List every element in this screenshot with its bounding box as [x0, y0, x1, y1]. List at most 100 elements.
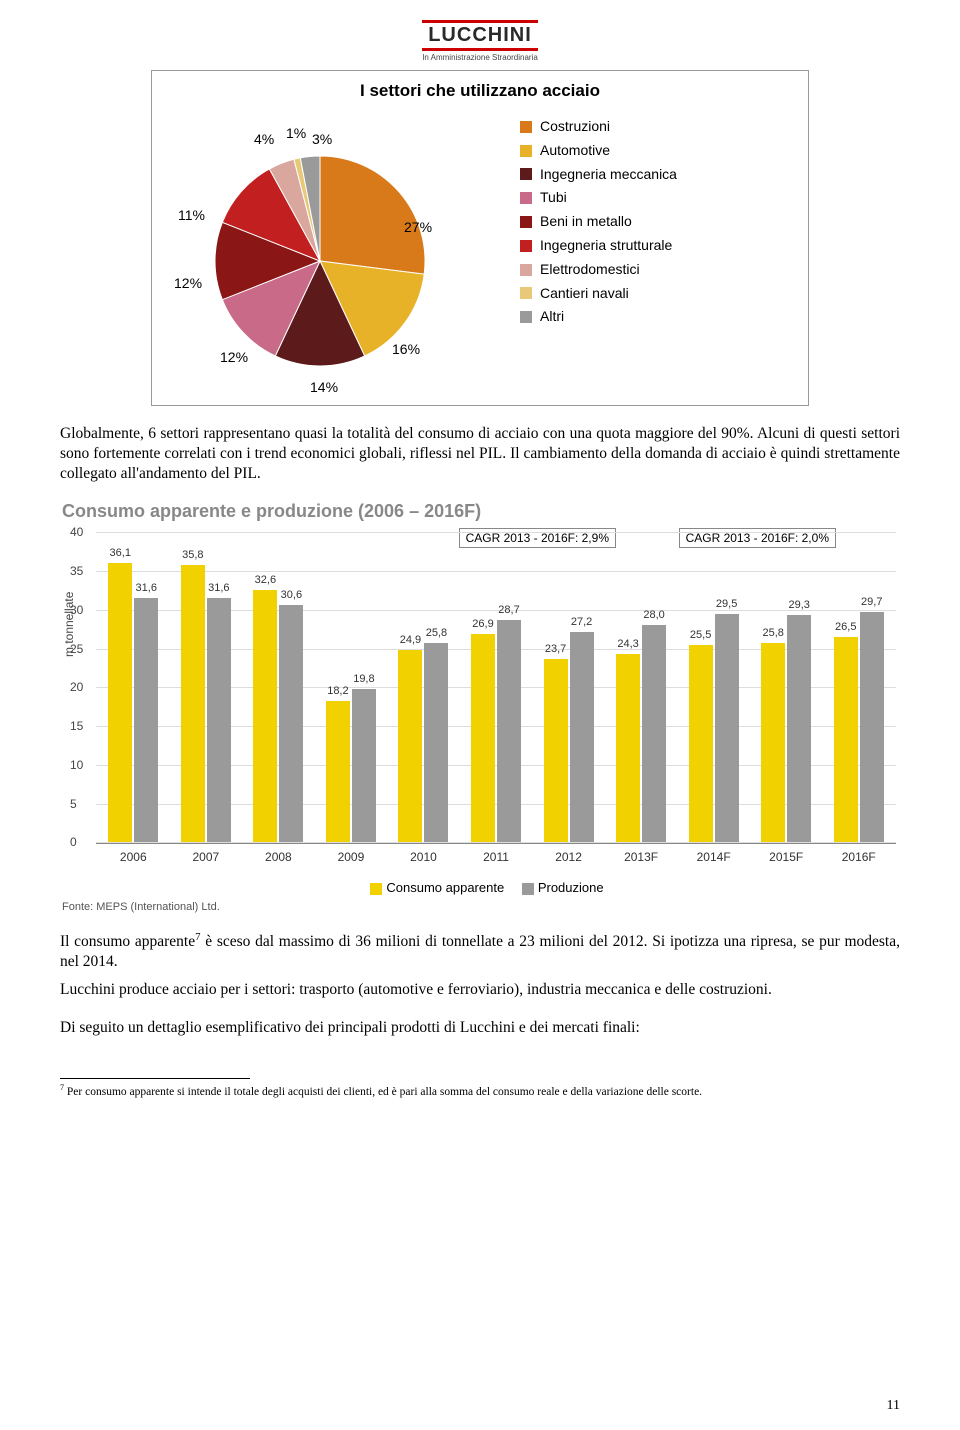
x-tick: 2011 — [465, 850, 528, 864]
pie-pct-label: 27% — [404, 219, 432, 235]
legend-label: Ingegneria meccanica — [540, 163, 677, 187]
bar-value-label: 35,8 — [182, 549, 203, 561]
bar-value-label: 19,8 — [353, 673, 374, 685]
bar-value-label: 24,9 — [400, 634, 421, 646]
bar-chart-title: Consumo apparente e produzione (2006 – 2… — [62, 501, 900, 522]
y-tick: 5 — [70, 797, 77, 811]
x-tick: 2014F — [682, 850, 745, 864]
bar-value-label: 25,8 — [426, 627, 447, 639]
legend-swatch-consumo — [370, 883, 382, 895]
x-tick: 2009 — [320, 850, 383, 864]
bar-value-label: 26,9 — [472, 618, 493, 630]
x-tick: 2008 — [247, 850, 310, 864]
pie-pct-label: 3% — [312, 131, 332, 147]
bar-value-label: 18,2 — [327, 685, 348, 697]
legend-label: Costruzioni — [540, 115, 610, 139]
footnote-rule — [60, 1078, 250, 1079]
legend-label: Altri — [540, 305, 564, 329]
pie-pct-label: 4% — [254, 131, 274, 147]
legend-label: Tubi — [540, 186, 567, 210]
legend-swatch — [520, 311, 532, 323]
pie-pct-label: 12% — [174, 275, 202, 291]
bar-value-label: 23,7 — [545, 643, 566, 655]
legend-item: Automotive — [520, 139, 677, 163]
legend-swatch-produzione — [522, 883, 534, 895]
y-tick: 20 — [70, 680, 83, 694]
legend-item: Altri — [520, 305, 677, 329]
bar-produzione: 25,8 — [424, 643, 448, 843]
legend-swatch — [520, 240, 532, 252]
bar-value-label: 25,5 — [690, 629, 711, 641]
y-tick: 10 — [70, 758, 83, 772]
legend-label-consumo: Consumo apparente — [386, 880, 504, 895]
legend-item: Elettrodomestici — [520, 258, 677, 282]
paragraph-3: Lucchini produce acciaio per i settori: … — [60, 980, 900, 1000]
x-tick: 2013F — [610, 850, 673, 864]
legend-swatch — [520, 264, 532, 276]
legend-label: Elettrodomestici — [540, 258, 640, 282]
pie-pct-label: 11% — [178, 207, 205, 223]
y-tick: 0 — [70, 835, 77, 849]
legend-item: Ingegneria strutturale — [520, 234, 677, 258]
bar-chart: m tonnellate CAGR 2013 - 2016F: 2,9% CAG… — [96, 532, 896, 844]
y-tick: 35 — [70, 564, 83, 578]
x-tick: 2010 — [392, 850, 455, 864]
bar-consumo: 24,9 — [398, 650, 422, 843]
legend-swatch — [520, 121, 532, 133]
legend-item: Tubi — [520, 186, 677, 210]
bar-value-label: 29,3 — [788, 599, 809, 611]
bar-value-label: 26,5 — [835, 621, 856, 633]
footnote-text: 7 Per consumo apparente si intende il to… — [60, 1083, 900, 1100]
bar-consumo: 25,8 — [761, 643, 785, 843]
bar-produzione: 27,2 — [570, 632, 594, 843]
bar-chart-panel: Consumo apparente e produzione (2006 – 2… — [60, 501, 900, 913]
page-number: 11 — [887, 1398, 900, 1414]
bar-consumo: 36,1 — [108, 563, 132, 843]
x-tick: 2016F — [827, 850, 890, 864]
pie-legend: CostruzioniAutomotiveIngegneria meccanic… — [480, 111, 677, 329]
legend-label: Cantieri navali — [540, 282, 629, 306]
paragraph-2: Il consumo apparente7 è sceso dal massim… — [60, 931, 900, 972]
bar-value-label: 30,6 — [281, 589, 302, 601]
legend-item: Costruzioni — [520, 115, 677, 139]
para2-part-a: Il consumo apparente — [60, 934, 195, 951]
y-tick: 25 — [70, 642, 83, 656]
bar-value-label: 24,3 — [617, 638, 638, 650]
legend-swatch — [520, 216, 532, 228]
bar-consumo: 24,3 — [616, 654, 640, 842]
bar-consumo: 26,9 — [471, 634, 495, 842]
bar-value-label: 27,2 — [571, 616, 592, 628]
paragraph-1: Globalmente, 6 settori rappresentano qua… — [60, 424, 900, 483]
bar-produzione: 31,6 — [134, 598, 158, 843]
paragraph-4: Di seguito un dettaglio esemplificativo … — [60, 1018, 900, 1038]
bar-consumo: 25,5 — [689, 645, 713, 843]
bar-produzione: 29,7 — [860, 612, 884, 842]
pie-pct-label: 12% — [220, 349, 248, 365]
bar-produzione: 29,5 — [715, 614, 739, 843]
legend-item: Cantieri navali — [520, 282, 677, 306]
x-tick: 2007 — [175, 850, 238, 864]
legend-swatch — [520, 287, 532, 299]
bar-consumo: 32,6 — [253, 590, 277, 843]
y-tick: 40 — [70, 525, 83, 539]
bar-value-label: 28,7 — [498, 604, 519, 616]
pie-chart: 27%16%14%12%12%11%4%1%3% — [160, 111, 480, 391]
legend-swatch — [520, 168, 532, 180]
bar-value-label: 32,6 — [255, 574, 276, 586]
bar-consumo: 18,2 — [326, 701, 350, 842]
bar-value-label: 29,7 — [861, 596, 882, 608]
pie-pct-label: 14% — [310, 379, 338, 395]
legend-label-produzione: Produzione — [538, 880, 604, 895]
bar-value-label: 31,6 — [208, 582, 229, 594]
bar-consumo: 35,8 — [181, 565, 205, 842]
legend-swatch — [520, 145, 532, 157]
legend-item: Ingegneria meccanica — [520, 163, 677, 187]
bar-produzione: 31,6 — [207, 598, 231, 843]
bar-value-label: 29,5 — [716, 598, 737, 610]
legend-label: Beni in metallo — [540, 210, 632, 234]
bar-produzione: 29,3 — [787, 615, 811, 842]
pie-pct-label: 1% — [286, 125, 306, 141]
pie-chart-panel: I settori che utilizzano acciaio 27%16%1… — [151, 70, 809, 406]
bar-value-label: 25,8 — [762, 627, 783, 639]
logo-name: LUCCHINI — [422, 20, 538, 51]
